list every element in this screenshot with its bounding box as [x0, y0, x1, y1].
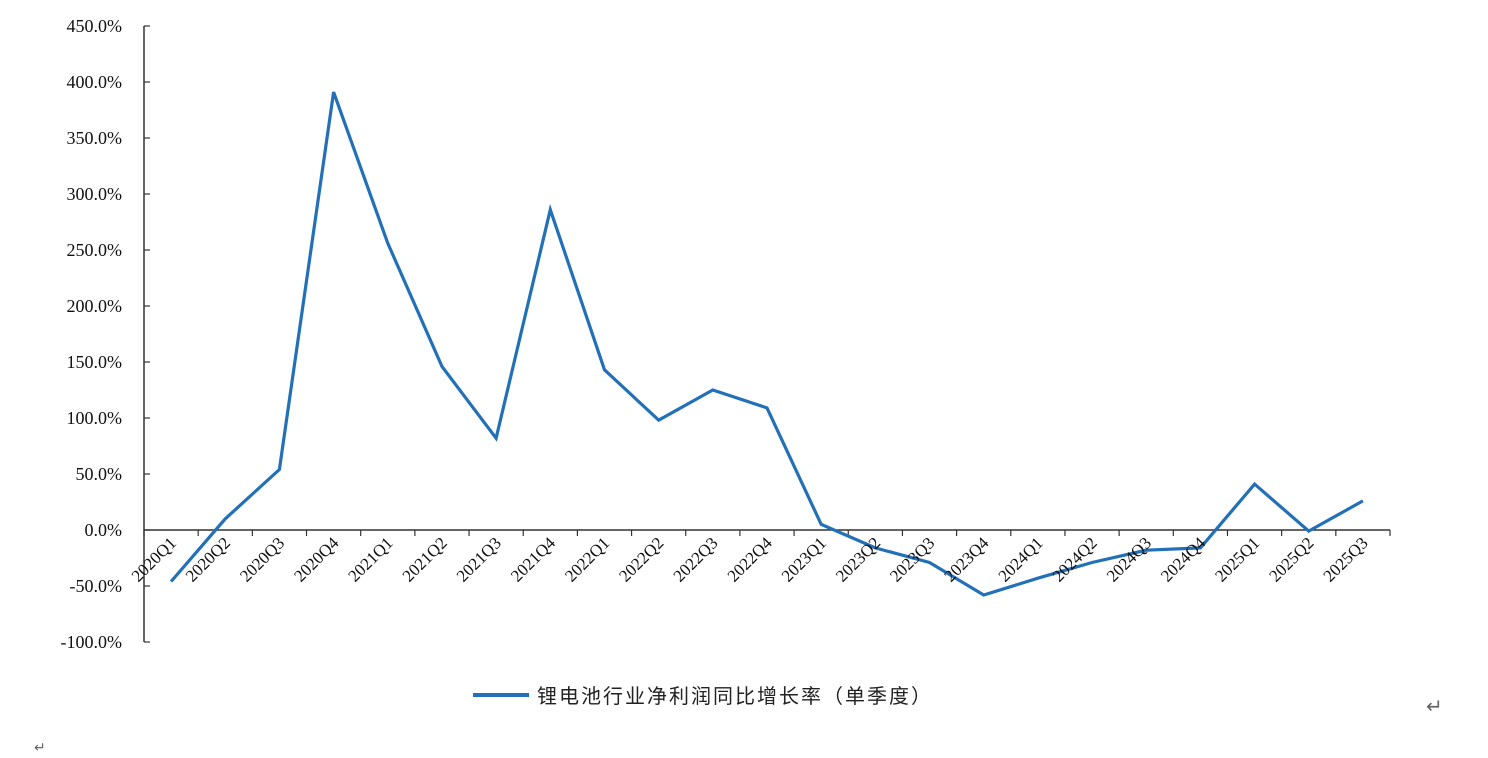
y-tick-label: 350.0% [67, 128, 123, 148]
x-tick-label: 2022Q1 [561, 533, 613, 585]
y-tick-label: -50.0% [70, 576, 123, 596]
x-tick-label: 2021Q4 [507, 533, 560, 586]
legend: 锂电池行业净利润同比增长率（单季度） [473, 680, 933, 709]
y-tick-label: 0.0% [85, 520, 123, 540]
y-tick-label: 100.0% [67, 408, 123, 428]
x-tick-label: 2024Q4 [1157, 533, 1210, 586]
x-tick-label: 2020Q3 [236, 533, 288, 585]
paragraph-mark: ↵ [1426, 694, 1443, 718]
x-tick-label: 2020Q1 [128, 533, 180, 585]
y-tick-label: 200.0% [67, 296, 123, 316]
y-tick-label: 450.0% [67, 16, 123, 36]
x-tick-label: 2022Q4 [724, 533, 777, 586]
x-tick-label: 2024Q2 [1049, 533, 1101, 585]
y-tick-label: 400.0% [67, 72, 123, 92]
y-tick-label: 250.0% [67, 240, 123, 260]
x-tick-label: 2023Q4 [940, 533, 993, 586]
x-tick-label: 2025Q1 [1211, 533, 1263, 585]
series-line [169, 91, 1364, 597]
x-tick-label: 2023Q3 [886, 533, 938, 585]
x-tick-label: 2021Q3 [453, 533, 505, 585]
x-tick-label: 2021Q1 [344, 533, 396, 585]
legend-label: 锂电池行业净利润同比增长率（单季度） [537, 684, 933, 708]
y-tick-label: 300.0% [67, 184, 123, 204]
paragraph-mark-corner: ↵ [34, 740, 46, 756]
legend-swatch [473, 692, 529, 697]
y-tick-label: 150.0% [67, 352, 123, 372]
x-tick-label: 2020Q4 [290, 533, 343, 586]
y-tick-label: 50.0% [76, 464, 123, 484]
y-tick-label: -100.0% [61, 632, 123, 652]
x-tick-label: 2021Q2 [399, 533, 451, 585]
x-tick-label: 2023Q1 [778, 533, 830, 585]
x-tick-label: 2022Q2 [615, 533, 667, 585]
x-tick-label: 2025Q2 [1265, 533, 1317, 585]
x-tick-label: 2025Q3 [1320, 533, 1372, 585]
x-tick-label: 2022Q3 [669, 533, 721, 585]
